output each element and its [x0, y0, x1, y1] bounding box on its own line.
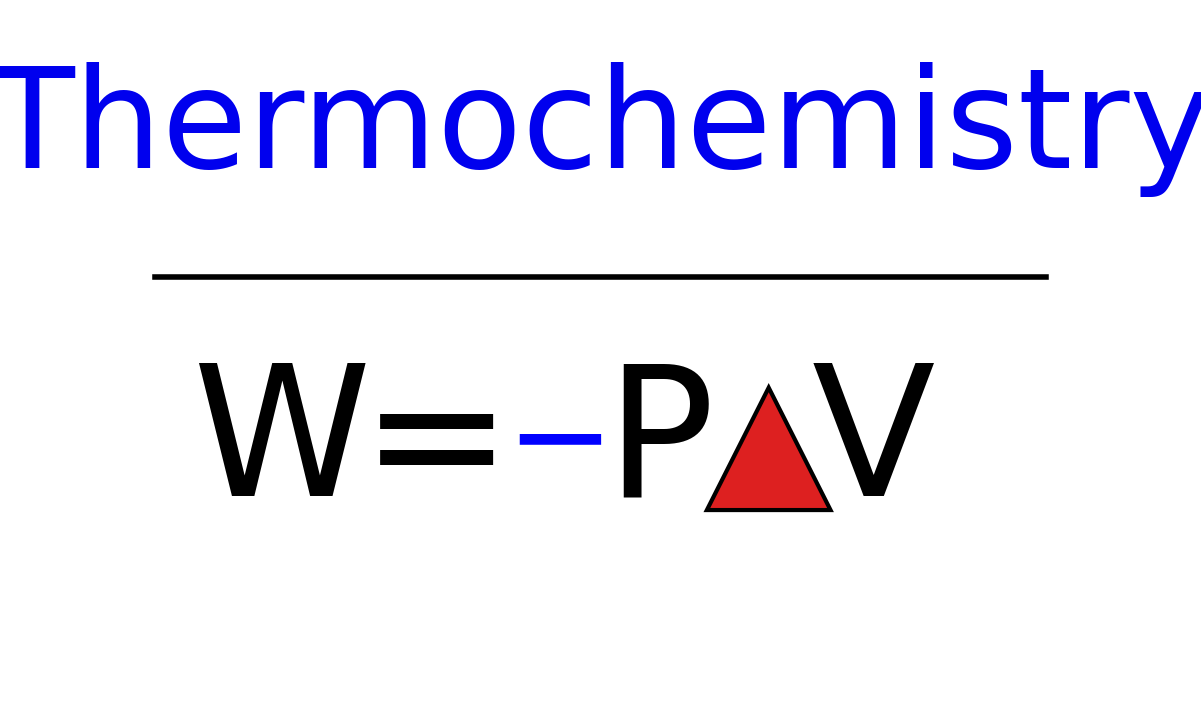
Text: V: V: [812, 359, 936, 534]
Text: P: P: [605, 359, 715, 534]
Text: Thermochemistry: Thermochemistry: [0, 62, 1201, 197]
Text: −: −: [506, 380, 614, 505]
Polygon shape: [707, 387, 831, 510]
Text: W: W: [193, 359, 371, 534]
Text: =: =: [362, 359, 513, 534]
